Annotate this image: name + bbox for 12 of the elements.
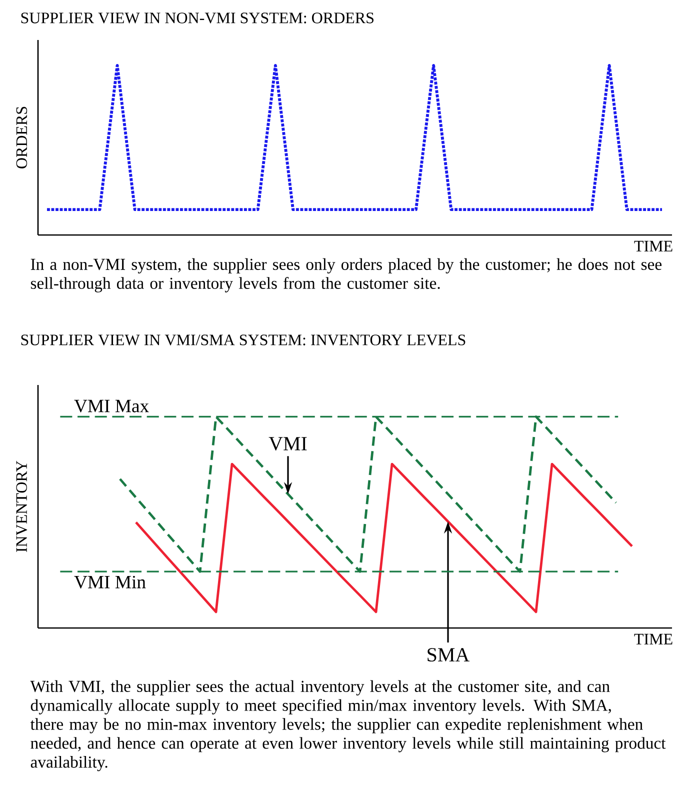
x-axis-title: TIME bbox=[634, 634, 672, 644]
y-axis-title: ORDERS bbox=[16, 106, 28, 168]
series-label: VMI bbox=[268, 437, 307, 451]
x-axis-title: TIME bbox=[634, 240, 672, 252]
ref-line-label: VMI Min bbox=[74, 576, 146, 588]
chart-title: SUPPLIER VIEW IN NON-VMI SYSTEM: ORDERS bbox=[21, 12, 374, 24]
text: In a non-VMI system, the supplier sees only orders placed by the customer; he does not see sell-through data or inventory levels from the customer site. bbox=[30, 258, 662, 292]
y-axis-title: INVENTORY bbox=[16, 460, 28, 552]
ref-line-label: VMI Max bbox=[74, 400, 149, 412]
text: SMA bbox=[428, 648, 470, 662]
chart-title: SUPPLIER VIEW IN VMI/SMA SYSTEM: INVENTORY LEVELS bbox=[21, 334, 466, 346]
text: With VMI, the supplier sees the actual inventory levels at the customer site, and can dynamically allocate supply to meet specified min/max inventory levels. With SMA, there may be no min-max inventory levels; the supplier can expedite replenishment when needed, and hence can operate at even lower inventory levels while still maintaining product availability. bbox=[30, 680, 666, 772]
